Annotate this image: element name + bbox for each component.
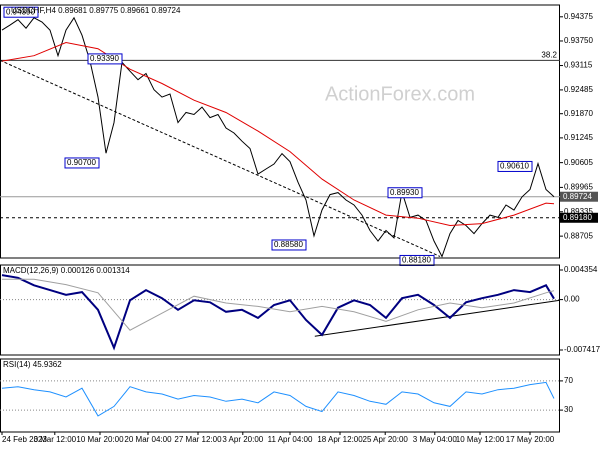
annotation-box: [271, 239, 307, 251]
x-tick-label: 17 May 20:00: [506, 435, 555, 444]
panel-title: USDCHF,H4 0.89681 0.89775 0.89661 0.8972…: [11, 6, 181, 15]
y-tick-label: 70: [564, 376, 573, 385]
y-tick-label: 0.91870: [564, 109, 593, 118]
y-tick-label: 0.00: [564, 295, 580, 304]
annotation-box: [64, 157, 100, 169]
annotation-label: 0.88180: [402, 256, 431, 265]
x-tick-label: 20 Mar 04:00: [124, 435, 172, 444]
watermark: ActionForex.com: [325, 83, 475, 105]
y-tick-label: 0.89335: [564, 207, 593, 216]
x-tick-label: 27 Mar 12:00: [174, 435, 222, 444]
y-tick-label: 0.91245: [564, 133, 593, 142]
trendline: [314, 299, 561, 337]
panel-frame: [0, 4, 560, 259]
price-tag: 0.89180: [563, 213, 592, 222]
panel-frame: [0, 358, 560, 433]
annotation-box: [87, 53, 123, 65]
price-tag-box: [560, 191, 598, 202]
series-line: [1, 16, 555, 258]
series-line: [1, 41, 555, 227]
series-line: [1, 274, 555, 351]
panel-title: RSI(14) 45.9362: [3, 360, 62, 369]
y-tick-label: -0.007417: [564, 345, 600, 354]
annotation-label: 0.89930: [390, 188, 419, 197]
series-line: [1, 381, 555, 417]
x-tick-label: 3 Apr 20:00: [222, 435, 263, 444]
annotation-label: 0.94390: [6, 7, 35, 16]
y-tick-label: 0.93750: [564, 36, 593, 45]
panel-frame: [0, 264, 560, 356]
x-tick-label: 10 Mar 20:00: [76, 435, 124, 444]
y-tick-label: 0.90605: [564, 158, 593, 167]
annotation-label: 0.90610: [500, 162, 529, 171]
annotation-box: [387, 187, 423, 199]
x-tick-label: 18 Apr 12:00: [317, 435, 363, 444]
x-tick-label: 11 Apr 04:00: [268, 435, 313, 444]
x-tick-label: 10 May 12:00: [456, 435, 505, 444]
annotation-label: 0.88580: [274, 240, 303, 249]
price-tag: 0.89724: [563, 192, 592, 201]
y-tick-label: 0.94375: [564, 12, 593, 21]
y-tick-label: 0.88705: [564, 231, 593, 240]
panel-title: MACD(12,26,9) 0.000126 0.001314: [3, 266, 130, 275]
annotation-label: 0.93390: [90, 54, 119, 63]
annotation-label: 0.90700: [67, 158, 96, 167]
x-tick-label: 25 Apr 20:00: [363, 435, 409, 444]
y-tick-label: 0.89965: [564, 183, 593, 192]
annotation-box: [3, 6, 39, 18]
annotation-box: [497, 160, 533, 172]
fib-label: 38.2: [541, 50, 557, 59]
series-line: [2, 278, 555, 331]
y-tick-label: 30: [564, 405, 573, 414]
y-tick-label: 0.004354: [564, 265, 598, 274]
x-tick-label: 24 Feb 2023: [2, 435, 47, 444]
x-tick-label: 3 Mar 12:00: [33, 435, 76, 444]
x-tick-label: 3 May 04:00: [413, 435, 458, 444]
price-tag-box: [560, 212, 598, 223]
y-tick-label: 0.93115: [564, 61, 593, 70]
y-tick-label: 0.92485: [564, 85, 593, 94]
